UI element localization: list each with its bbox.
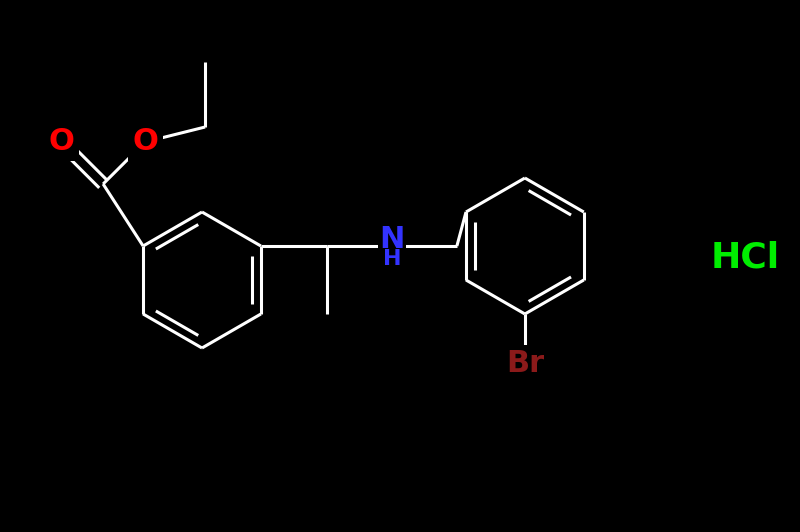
Text: HCl: HCl xyxy=(710,240,779,274)
Text: H: H xyxy=(382,249,401,269)
Text: O: O xyxy=(48,128,74,156)
Text: N: N xyxy=(379,225,405,254)
Text: O: O xyxy=(132,128,158,156)
Text: Br: Br xyxy=(506,350,544,378)
